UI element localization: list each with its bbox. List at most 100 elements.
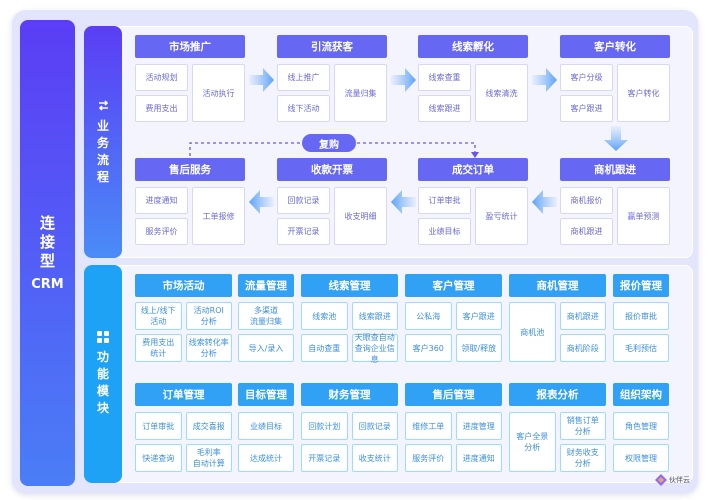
flow-stage-item: 工单报修 [192,187,245,245]
arrow-left-icon [391,190,416,214]
module-header: 报表分析 [509,383,606,406]
arrow-left-icon [532,190,557,214]
module-item: 角色管理 [613,412,669,440]
module-item: 客户360 [405,334,452,362]
flow-label: 业务流程 [96,118,109,184]
module-item: 销售订单 分析 [559,412,606,440]
module-header: 商机管理 [509,274,606,297]
module-header: 目标管理 [238,383,294,406]
crm-label: 连接型 CRM [20,20,75,486]
flow-stage-item: 客户分级 [560,64,613,91]
flow-stage-item: 客户跟进 [560,95,613,122]
flow-stage-item: 服务评价 [135,218,188,245]
flow-stage-item: 业绩目标 [418,218,471,245]
arrow-right-icon [391,68,416,92]
module-item: 线索转化率 分析 [185,334,232,362]
flow-stage-item: 活动规划 [135,64,188,91]
module-item: 商机阶段 [559,334,606,362]
module-item: 订单审批 [135,412,182,440]
flow-stage-header: 售后服务 [135,158,245,181]
flow-stage-item: 收支明细 [334,187,387,245]
flow-stage-item: 线索跟进 [418,95,471,122]
module-item: 费用支出 统计 [135,334,182,362]
module-item: 公私海 [405,302,452,330]
module-header: 订单管理 [135,383,232,406]
arrow-right-icon [249,68,274,92]
brand-logo: 伙伴云 [655,474,690,486]
module-header: 报价管理 [613,274,669,297]
flow-stage-item: 线下活动 [277,95,330,122]
flow-stage-item: 线索查重 [418,64,471,91]
flow-stage-header: 市场推广 [135,35,245,58]
module-item: 导入/录入 [238,334,294,362]
module-item: 维修工单 [405,412,452,440]
module-item: 活动ROI 分析 [185,302,232,330]
flow-stage-item: 订单审批 [418,187,471,214]
module-item: 财务收支 分析 [559,444,606,472]
module-item: 客户跟进 [455,302,502,330]
module-header: 市场活动 [135,274,232,297]
module-item: 线索池 [301,302,348,330]
module-header: 客户管理 [405,274,502,297]
arrow-left-icon [249,190,274,214]
module-item: 收支统计 [351,444,398,472]
module-item: 进度通知 [455,444,502,472]
flow-stage-header: 商机跟进 [560,158,670,181]
flow-stage-item: 赢单预测 [617,187,670,245]
flow-stage-item: 盈亏统计 [475,187,528,245]
module-header: 财务管理 [301,383,398,406]
modules-label: 功能模块 [96,350,109,415]
modules-side-label: 功能模块 [84,265,122,483]
module-item: 商机跟进 [559,302,606,330]
flow-stage-item: 商机报价 [560,187,613,214]
module-item: 客户全景 分析 [509,412,556,472]
module-item: 开票记录 [301,444,348,472]
module-item: 线上/线下 活动 [135,302,182,330]
module-item: 毛利预估 [613,334,669,362]
flow-stage-item: 回款记录 [277,187,330,214]
module-item: 业绩目标 [238,412,294,440]
module-item: 领取/释放 [455,334,502,362]
flow-side-label: 业务流程 [84,26,122,258]
flow-cycle-icon [98,99,108,111]
module-header: 流量管理 [238,274,294,297]
flow-stage-item: 流量归集 [334,64,387,122]
module-item: 回款计划 [301,412,348,440]
module-item: 自动查重 [301,334,348,362]
crm-subtitle: CRM [31,277,64,292]
module-item: 服务评价 [405,444,452,472]
flow-stage-item: 活动执行 [192,64,245,122]
module-item: 报价审批 [613,302,669,330]
flow-stage-header: 成交订单 [418,158,528,181]
grid-icon [97,331,109,343]
flow-stage-header: 收款开票 [277,158,387,181]
flow-stage-item: 线上推广 [277,64,330,91]
flow-stage-header: 线索孵化 [418,35,528,58]
logo-icon [655,474,667,486]
flow-stage-item: 开票记录 [277,218,330,245]
module-item: 多渠道 流量归集 [238,302,294,330]
repurchase-badge: 复购 [302,134,356,152]
flow-stage-item: 费用支出 [135,95,188,122]
module-item: 进度管理 [455,412,502,440]
module-item: 回款记录 [351,412,398,440]
module-header: 线索管理 [301,274,398,297]
module-item: 权限管理 [613,444,669,472]
arrow-down-icon [604,126,628,151]
module-item: 商机池 [509,302,556,362]
flow-stage-header: 引流获客 [277,35,387,58]
module-item: 快递查询 [135,444,182,472]
logo-text: 伙伴云 [669,476,690,484]
module-item: 毛利率 自动计算 [185,444,232,472]
module-item: 成交喜报 [185,412,232,440]
module-item: 天眼查自动 查询企业信息 [351,333,398,364]
module-header: 组织架构 [613,383,669,406]
module-item: 达成统计 [238,444,294,472]
flow-stage-header: 客户转化 [560,35,670,58]
module-header: 售后管理 [405,383,502,406]
flow-stage-item: 线索清洗 [475,64,528,122]
flow-stage-item: 商机跟进 [560,218,613,245]
crm-title: 连接型 [39,214,55,270]
module-item: 线索跟进 [351,302,398,330]
